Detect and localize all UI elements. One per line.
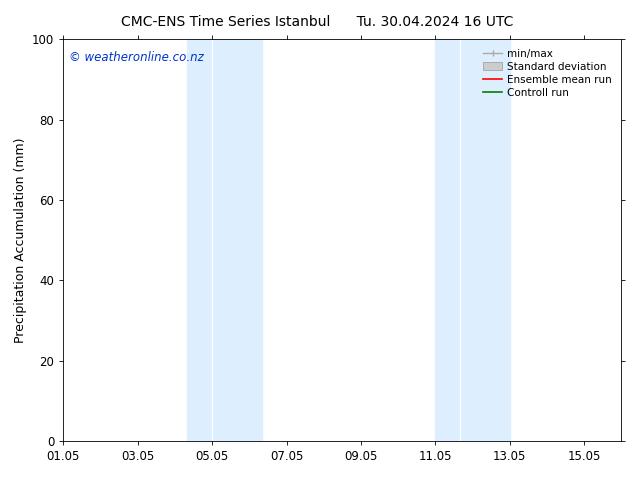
Legend: min/max, Standard deviation, Ensemble mean run, Controll run: min/max, Standard deviation, Ensemble me… bbox=[479, 45, 616, 102]
Bar bbox=[436, 39, 460, 441]
Bar bbox=[187, 39, 212, 441]
Text: CMC-ENS Time Series Istanbul      Tu. 30.04.2024 16 UTC: CMC-ENS Time Series Istanbul Tu. 30.04.2… bbox=[121, 15, 513, 29]
Y-axis label: Precipitation Accumulation (mm): Precipitation Accumulation (mm) bbox=[13, 137, 27, 343]
Bar bbox=[212, 39, 262, 441]
Text: © weatheronline.co.nz: © weatheronline.co.nz bbox=[69, 51, 204, 64]
Bar bbox=[460, 39, 510, 441]
